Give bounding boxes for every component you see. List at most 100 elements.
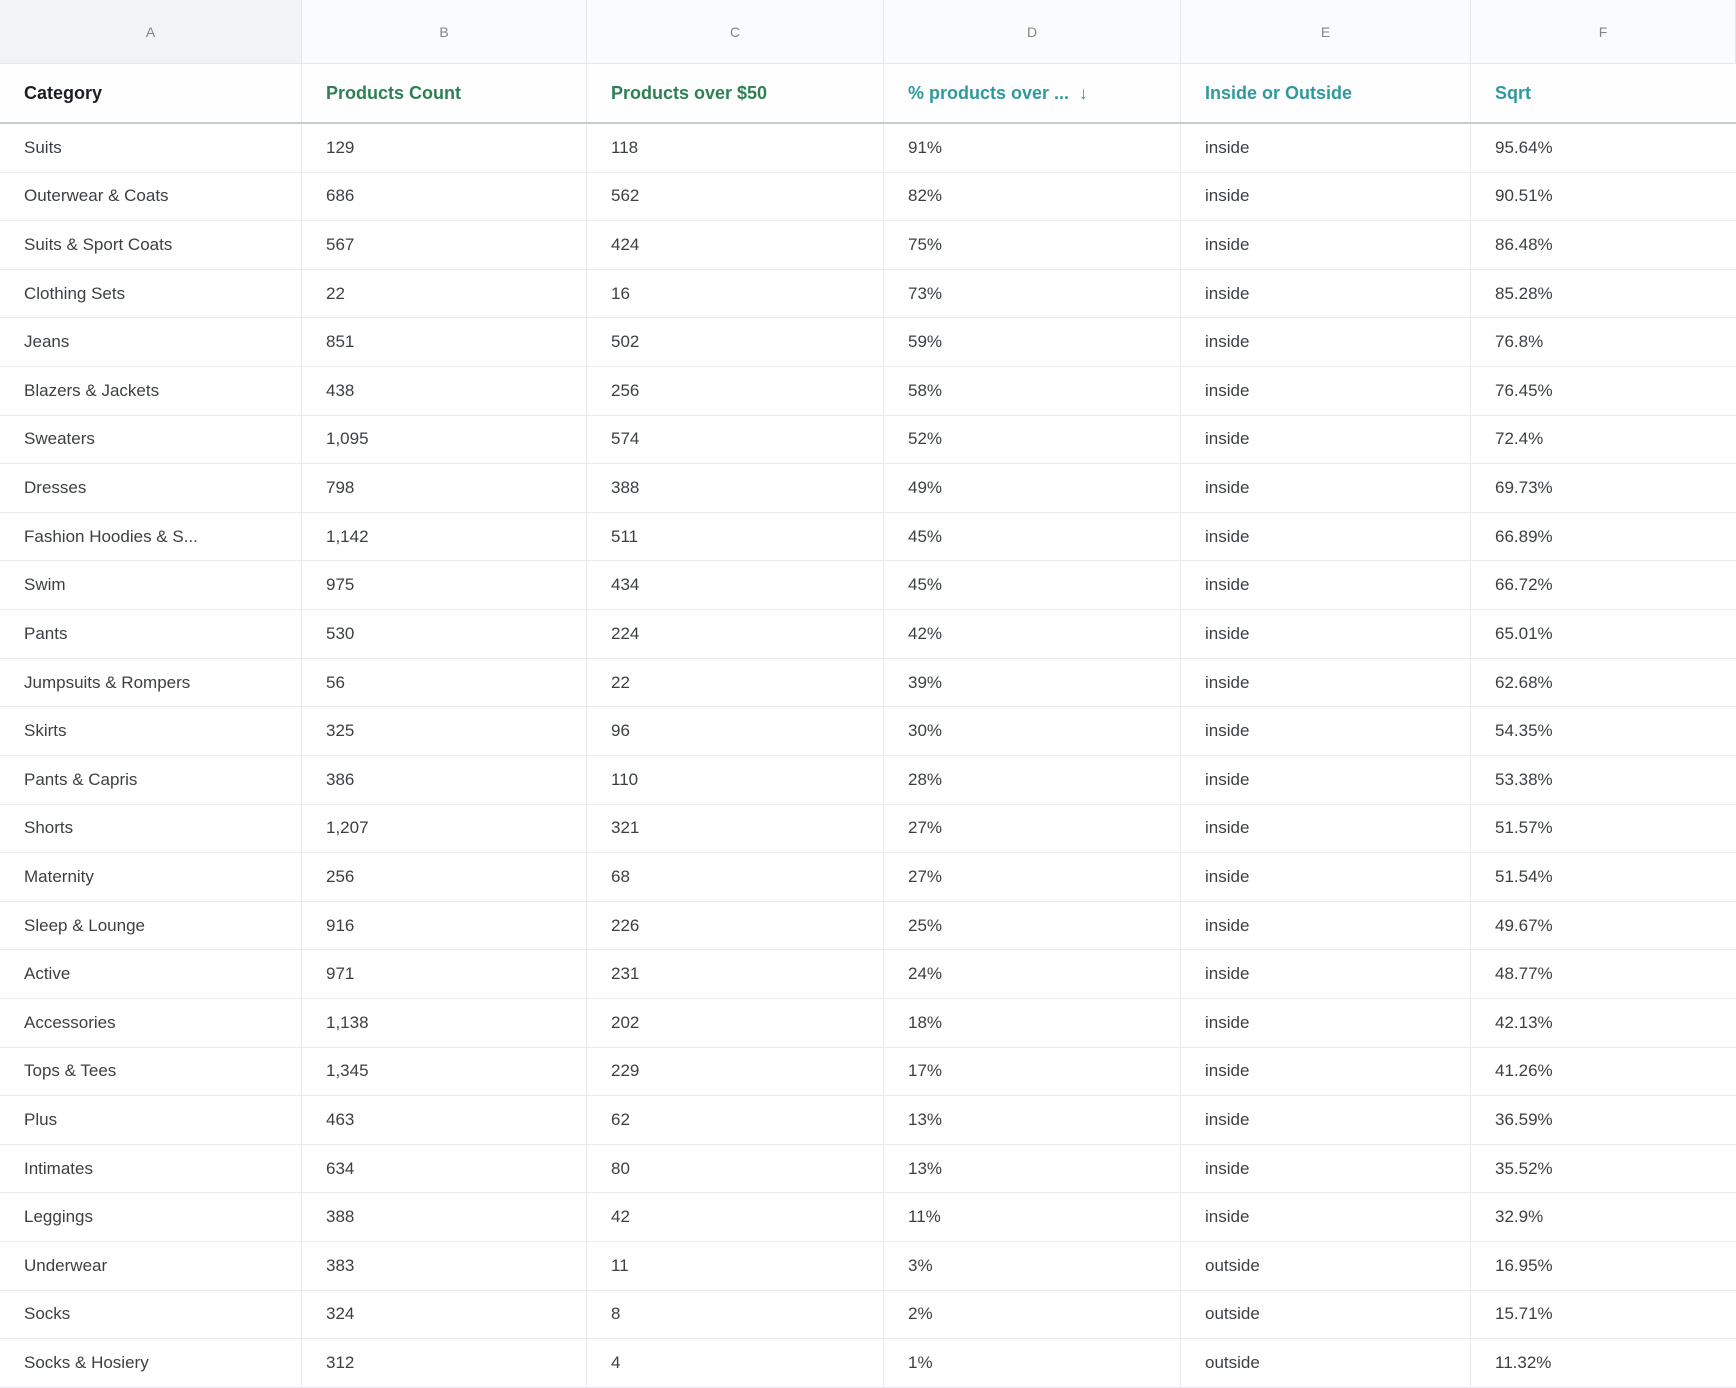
cell-products-count[interactable]: 22 (302, 269, 587, 318)
cell-inside-or-outside[interactable]: inside (1181, 318, 1471, 367)
column-letter-d[interactable]: D (884, 0, 1181, 64)
cell-products-count[interactable]: 1,345 (302, 1047, 587, 1096)
header-inside-or-outside[interactable]: Inside or Outside (1181, 64, 1471, 122)
cell-category[interactable]: Leggings (0, 1193, 302, 1242)
cell-pct-products-over[interactable]: 39% (884, 658, 1181, 707)
cell-products-count[interactable]: 386 (302, 755, 587, 804)
cell-sqrt[interactable]: 95.64% (1471, 124, 1736, 172)
cell-category[interactable]: Sleep & Lounge (0, 901, 302, 950)
cell-inside-or-outside[interactable]: inside (1181, 1047, 1471, 1096)
cell-products-over-50[interactable]: 424 (587, 221, 884, 269)
cell-sqrt[interactable]: 32.9% (1471, 1193, 1736, 1242)
cell-products-count[interactable]: 851 (302, 318, 587, 367)
cell-products-count[interactable]: 530 (302, 610, 587, 658)
cell-inside-or-outside[interactable]: outside (1181, 1339, 1471, 1387)
cell-sqrt[interactable]: 35.52% (1471, 1144, 1736, 1193)
cell-category[interactable]: Active (0, 950, 302, 998)
cell-products-count[interactable]: 463 (302, 1096, 587, 1144)
cell-sqrt[interactable]: 86.48% (1471, 221, 1736, 269)
cell-products-count[interactable]: 971 (302, 950, 587, 998)
cell-pct-products-over[interactable]: 45% (884, 561, 1181, 610)
cell-category[interactable]: Pants & Capris (0, 755, 302, 804)
cell-inside-or-outside[interactable]: inside (1181, 464, 1471, 512)
cell-inside-or-outside[interactable]: inside (1181, 853, 1471, 901)
cell-category[interactable]: Jeans (0, 318, 302, 367)
cell-category[interactable]: Clothing Sets (0, 269, 302, 318)
cell-sqrt[interactable]: 15.71% (1471, 1290, 1736, 1339)
cell-sqrt[interactable]: 51.57% (1471, 804, 1736, 853)
cell-category[interactable]: Blazers & Jackets (0, 367, 302, 415)
cell-pct-products-over[interactable]: 75% (884, 221, 1181, 269)
cell-category[interactable]: Accessories (0, 998, 302, 1047)
cell-products-over-50[interactable]: 11 (587, 1242, 884, 1290)
cell-products-over-50[interactable]: 226 (587, 901, 884, 950)
cell-products-over-50[interactable]: 434 (587, 561, 884, 610)
cell-category[interactable]: Tops & Tees (0, 1047, 302, 1096)
cell-products-over-50[interactable]: 202 (587, 998, 884, 1047)
cell-pct-products-over[interactable]: 13% (884, 1096, 1181, 1144)
cell-products-count[interactable]: 1,138 (302, 998, 587, 1047)
cell-category[interactable]: Suits (0, 124, 302, 172)
cell-inside-or-outside[interactable]: inside (1181, 707, 1471, 755)
cell-products-over-50[interactable]: 4 (587, 1339, 884, 1387)
cell-category[interactable]: Underwear (0, 1242, 302, 1290)
cell-products-over-50[interactable]: 562 (587, 172, 884, 221)
cell-products-over-50[interactable]: 16 (587, 269, 884, 318)
cell-pct-products-over[interactable]: 45% (884, 512, 1181, 561)
cell-inside-or-outside[interactable]: inside (1181, 610, 1471, 658)
header-products-over-50[interactable]: Products over $50 (587, 64, 884, 122)
cell-products-count[interactable]: 686 (302, 172, 587, 221)
cell-inside-or-outside[interactable]: inside (1181, 755, 1471, 804)
cell-inside-or-outside[interactable]: inside (1181, 998, 1471, 1047)
cell-products-count[interactable]: 383 (302, 1242, 587, 1290)
cell-category[interactable]: Swim (0, 561, 302, 610)
cell-products-count[interactable]: 325 (302, 707, 587, 755)
column-letter-b[interactable]: B (302, 0, 587, 64)
cell-sqrt[interactable]: 90.51% (1471, 172, 1736, 221)
cell-inside-or-outside[interactable]: inside (1181, 950, 1471, 998)
cell-products-count[interactable]: 129 (302, 124, 587, 172)
cell-products-over-50[interactable]: 388 (587, 464, 884, 512)
cell-inside-or-outside[interactable]: inside (1181, 221, 1471, 269)
cell-category[interactable]: Plus (0, 1096, 302, 1144)
cell-products-count[interactable]: 798 (302, 464, 587, 512)
cell-products-over-50[interactable]: 574 (587, 415, 884, 464)
cell-products-count[interactable]: 1,142 (302, 512, 587, 561)
cell-pct-products-over[interactable]: 30% (884, 707, 1181, 755)
cell-products-count[interactable]: 388 (302, 1193, 587, 1242)
cell-inside-or-outside[interactable]: inside (1181, 1193, 1471, 1242)
cell-sqrt[interactable]: 66.89% (1471, 512, 1736, 561)
cell-category[interactable]: Fashion Hoodies & S... (0, 512, 302, 561)
cell-inside-or-outside[interactable]: inside (1181, 561, 1471, 610)
cell-sqrt[interactable]: 76.8% (1471, 318, 1736, 367)
header-category[interactable]: Category (0, 64, 302, 122)
cell-pct-products-over[interactable]: 82% (884, 172, 1181, 221)
cell-pct-products-over[interactable]: 42% (884, 610, 1181, 658)
cell-products-over-50[interactable]: 231 (587, 950, 884, 998)
cell-inside-or-outside[interactable]: inside (1181, 415, 1471, 464)
cell-category[interactable]: Outerwear & Coats (0, 172, 302, 221)
cell-products-count[interactable]: 256 (302, 853, 587, 901)
cell-inside-or-outside[interactable]: inside (1181, 512, 1471, 561)
cell-inside-or-outside[interactable]: inside (1181, 367, 1471, 415)
cell-pct-products-over[interactable]: 25% (884, 901, 1181, 950)
cell-products-count[interactable]: 438 (302, 367, 587, 415)
cell-products-count[interactable]: 1,207 (302, 804, 587, 853)
cell-inside-or-outside[interactable]: inside (1181, 804, 1471, 853)
cell-products-over-50[interactable]: 229 (587, 1047, 884, 1096)
cell-inside-or-outside[interactable]: outside (1181, 1290, 1471, 1339)
header-pct-products-over[interactable]: % products over ... ↓ (884, 64, 1181, 122)
cell-pct-products-over[interactable]: 27% (884, 804, 1181, 853)
cell-sqrt[interactable]: 11.32% (1471, 1339, 1736, 1387)
cell-sqrt[interactable]: 42.13% (1471, 998, 1736, 1047)
cell-products-over-50[interactable]: 118 (587, 124, 884, 172)
cell-products-count[interactable]: 975 (302, 561, 587, 610)
cell-inside-or-outside[interactable]: inside (1181, 269, 1471, 318)
cell-inside-or-outside[interactable]: inside (1181, 124, 1471, 172)
cell-sqrt[interactable]: 36.59% (1471, 1096, 1736, 1144)
sort-descending-icon[interactable]: ↓ (1079, 82, 1089, 103)
column-letter-c[interactable]: C (587, 0, 884, 64)
cell-pct-products-over[interactable]: 3% (884, 1242, 1181, 1290)
cell-products-over-50[interactable]: 256 (587, 367, 884, 415)
cell-products-count[interactable]: 634 (302, 1144, 587, 1193)
